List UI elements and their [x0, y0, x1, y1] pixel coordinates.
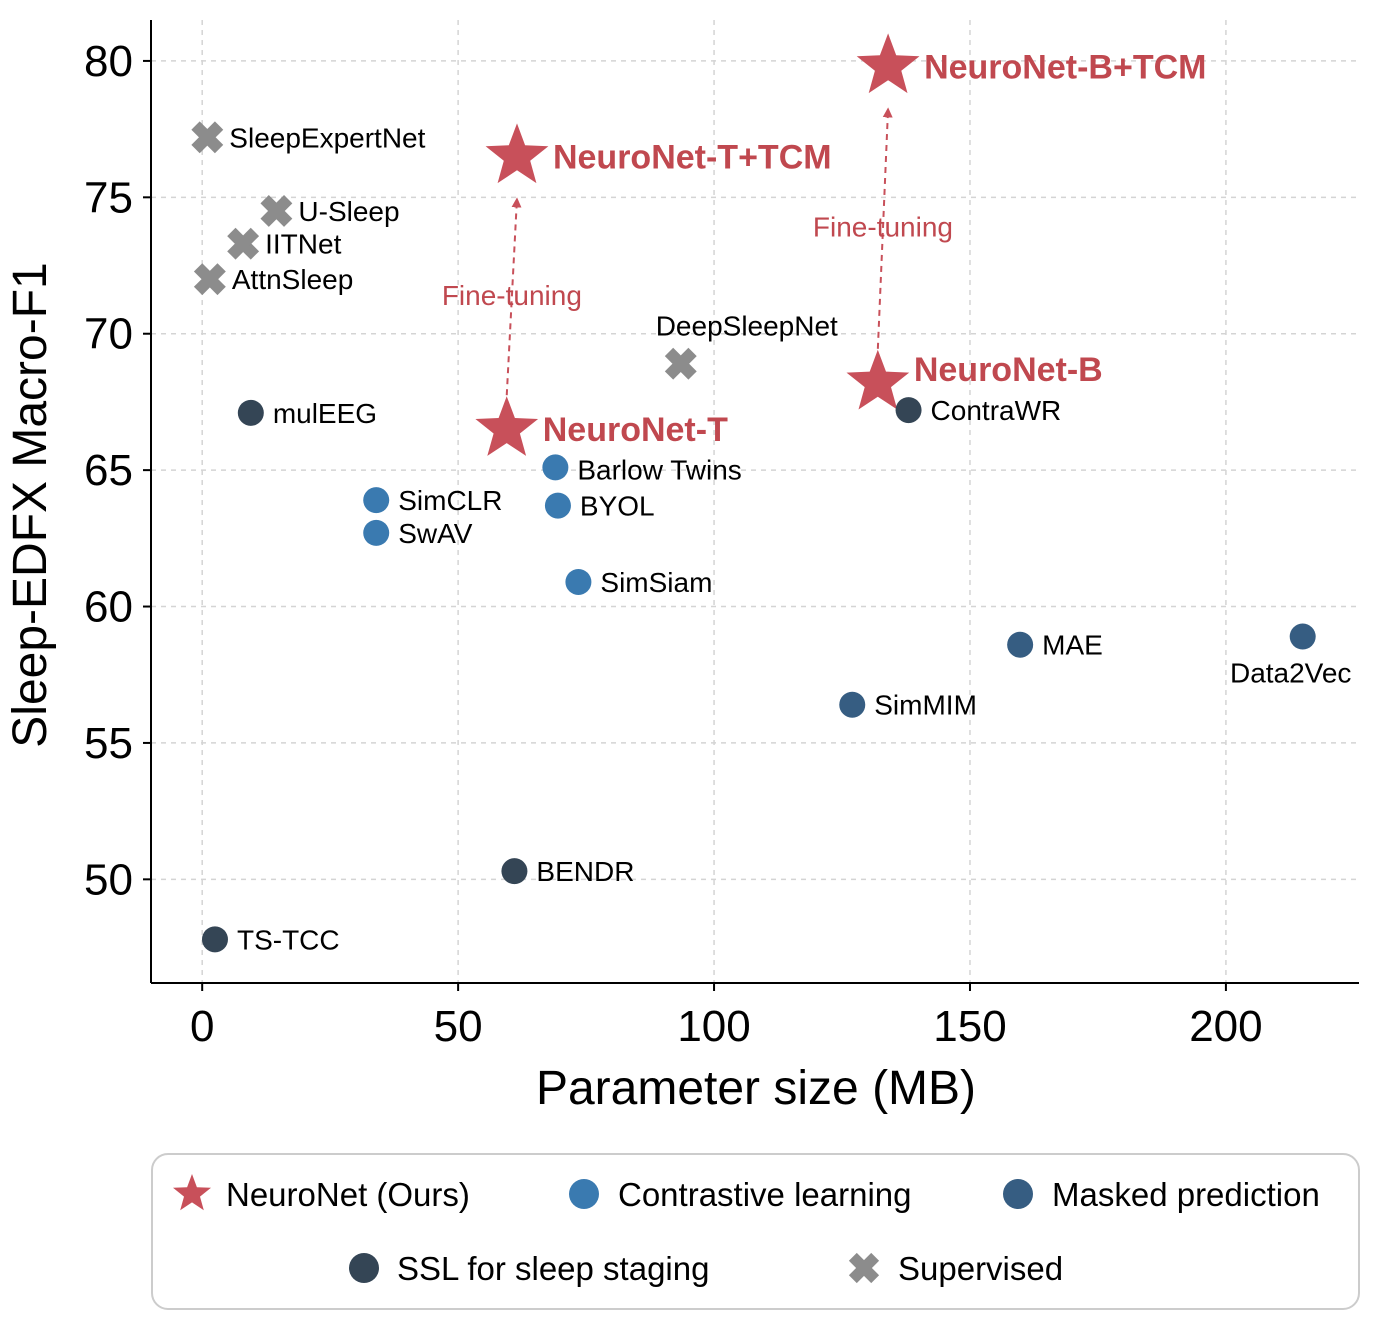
label-simclr: SimCLR [398, 485, 502, 516]
point-simsiam [565, 568, 592, 595]
label-attnsleep: AttnSleep [232, 264, 353, 295]
y-tick-label: 80 [84, 37, 133, 86]
x-stroke [260, 195, 293, 227]
point-simmim [839, 691, 866, 718]
annotations: Fine-tuning Fine-tuning [442, 107, 953, 396]
legend-item-supervised: Supervised [848, 1250, 1063, 1287]
y-tick-label: 50 [84, 855, 133, 904]
point-byol [544, 492, 571, 519]
legend-item-ssl: SSL for sleep staging [349, 1250, 709, 1287]
x-axis-title: Parameter size (MB) [536, 1062, 976, 1115]
legend-item-masked: Masked prediction [1003, 1176, 1320, 1213]
x-tick-label: 200 [1189, 1002, 1262, 1051]
label-barlow-twins: Barlow Twins [577, 454, 741, 485]
axes [150, 20, 1359, 984]
legend-marker-ours [173, 1174, 211, 1211]
point-bendr [501, 858, 528, 885]
point-contrawr [895, 397, 922, 424]
point-iitnet [227, 227, 260, 260]
label-muleeg: mulEEG [273, 398, 377, 429]
legend: NeuroNet (Ours) Contrastive learning Maske… [151, 1153, 1360, 1310]
legend-label: Supervised [898, 1250, 1063, 1287]
point-muleeg [237, 399, 264, 426]
label-simsiam: SimSiam [600, 567, 712, 598]
label-ts-tcc: TS-TCC [237, 924, 340, 955]
legend-marker-masked [1003, 1179, 1033, 1209]
point-neuronet-t [475, 396, 539, 456]
label-mae: MAE [1042, 630, 1103, 661]
label-u-sleep: U-Sleep [298, 196, 399, 227]
point-neuronet-b [846, 349, 910, 410]
legend-item-ours: NeuroNet (Ours) [173, 1174, 470, 1213]
legend-label: NeuroNet (Ours) [226, 1176, 470, 1213]
y-tick-label: 65 [84, 446, 133, 495]
point-mae [1007, 631, 1034, 658]
x-stroke [664, 347, 697, 380]
x-stroke [848, 1252, 880, 1284]
point-sleepexpertnet [191, 121, 224, 154]
label-deepsleepnet: DeepSleepNet [656, 311, 838, 342]
x-tick-label: 50 [434, 1002, 483, 1051]
legend-marker-ssl [349, 1253, 379, 1283]
x-tick-label: 100 [677, 1002, 750, 1051]
x-stroke [227, 227, 260, 260]
fine-tuning-arrow [876, 107, 893, 349]
label-neuronet-t: NeuroNet-T [543, 411, 728, 449]
point-labels: NeuroNet-B+TCM NeuroNet-T+TCM NeuroNet-B Ne… [229, 48, 1351, 955]
label-bendr: BENDR [536, 856, 634, 887]
label-neuronet-b-tcm: NeuroNet-B+TCM [924, 48, 1206, 86]
fine-tuning-label: Fine-tuning [442, 280, 582, 311]
label-swav: SwAV [398, 518, 472, 549]
point-data2vec [1289, 623, 1316, 650]
label-neuronet-b: NeuroNet-B [914, 351, 1103, 389]
legend-marker-contrastive [569, 1179, 599, 1209]
x-tick-label: 150 [933, 1002, 1006, 1051]
legend-frame [151, 1153, 1360, 1310]
legend-label: SSL for sleep staging [397, 1250, 709, 1287]
point-simclr [363, 487, 390, 514]
legend-label: Masked prediction [1052, 1176, 1320, 1213]
y-axis-title: Sleep-EDFX Macro-F1 [4, 262, 57, 747]
data-points [191, 33, 1316, 953]
x-stroke [193, 263, 226, 296]
point-ts-tcc [201, 926, 228, 953]
point-neuronet-t-tcm [485, 123, 549, 184]
label-byol: BYOL [580, 491, 655, 522]
label-contrawr: ContraWR [931, 395, 1062, 426]
label-iitnet: IITNet [265, 229, 341, 260]
label-sleepexpertnet: SleepExpertNet [229, 122, 425, 153]
point-deepsleepnet [664, 347, 697, 380]
legend-item-contrastive: Contrastive learning [569, 1176, 912, 1213]
y-tick-label: 70 [84, 310, 133, 359]
point-barlow-twins [542, 454, 569, 481]
point-u-sleep [260, 195, 293, 227]
label-simmim: SimMIM [874, 690, 977, 721]
legend-label: Contrastive learning [618, 1176, 912, 1213]
point-neuronet-b-tcm [856, 33, 920, 94]
ticks: 0 50 100 150 200 50 55 60 65 70 75 80 [84, 37, 1263, 1051]
y-tick-label: 60 [84, 583, 133, 632]
y-tick-label: 75 [84, 173, 133, 222]
fine-tuning-label: Fine-tuning [813, 212, 953, 243]
x-stroke [191, 121, 224, 154]
label-neuronet-t-tcm: NeuroNet-T+TCM [553, 138, 832, 176]
point-attnsleep [193, 263, 226, 296]
legend-marker-supervised [848, 1252, 880, 1284]
y-tick-label: 55 [84, 719, 133, 768]
grid [151, 20, 1359, 983]
point-swav [363, 519, 390, 546]
label-data2vec: Data2Vec [1230, 658, 1351, 689]
x-tick-label: 0 [190, 1002, 214, 1051]
